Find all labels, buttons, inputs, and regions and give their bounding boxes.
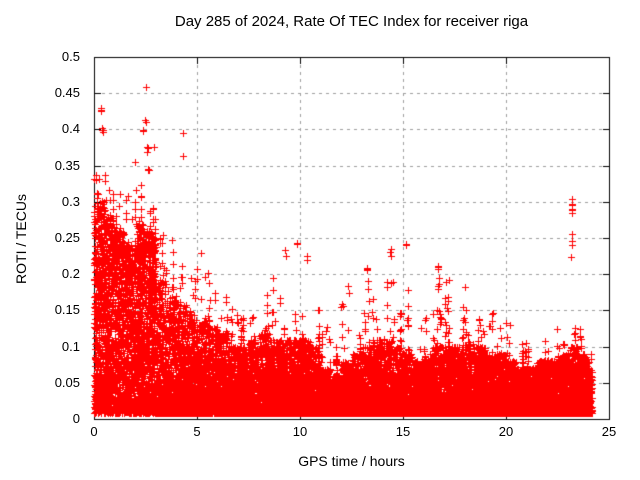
y-tick-label: 0.2 bbox=[61, 266, 80, 282]
y-tick-label: 0.35 bbox=[54, 157, 80, 173]
x-axis-label: GPS time / hours bbox=[298, 453, 405, 469]
x-tick-label: 0 bbox=[90, 424, 98, 439]
x-tick-label: 5 bbox=[193, 424, 201, 439]
y-tick-label: 0.5 bbox=[61, 49, 80, 64]
x-tick-label: 15 bbox=[395, 424, 411, 439]
y-tick-label: 0.45 bbox=[54, 85, 80, 101]
y-tick-label: 0.25 bbox=[54, 230, 80, 245]
y-tick-label: 0.3 bbox=[61, 193, 80, 209]
y-tick-label: 0.15 bbox=[54, 302, 80, 318]
x-tick-label: 25 bbox=[601, 424, 617, 439]
y-tick-label: 0.4 bbox=[61, 121, 80, 137]
x-tick-label: 20 bbox=[498, 424, 514, 439]
y-tick-label: 0.05 bbox=[54, 374, 80, 390]
chart-title: Day 285 of 2024, Rate Of TEC Index for r… bbox=[174, 13, 529, 30]
x-tick-label: 10 bbox=[292, 424, 308, 439]
y-tick-label: 0.1 bbox=[61, 338, 80, 354]
y-tick-label: 0 bbox=[72, 411, 80, 426]
